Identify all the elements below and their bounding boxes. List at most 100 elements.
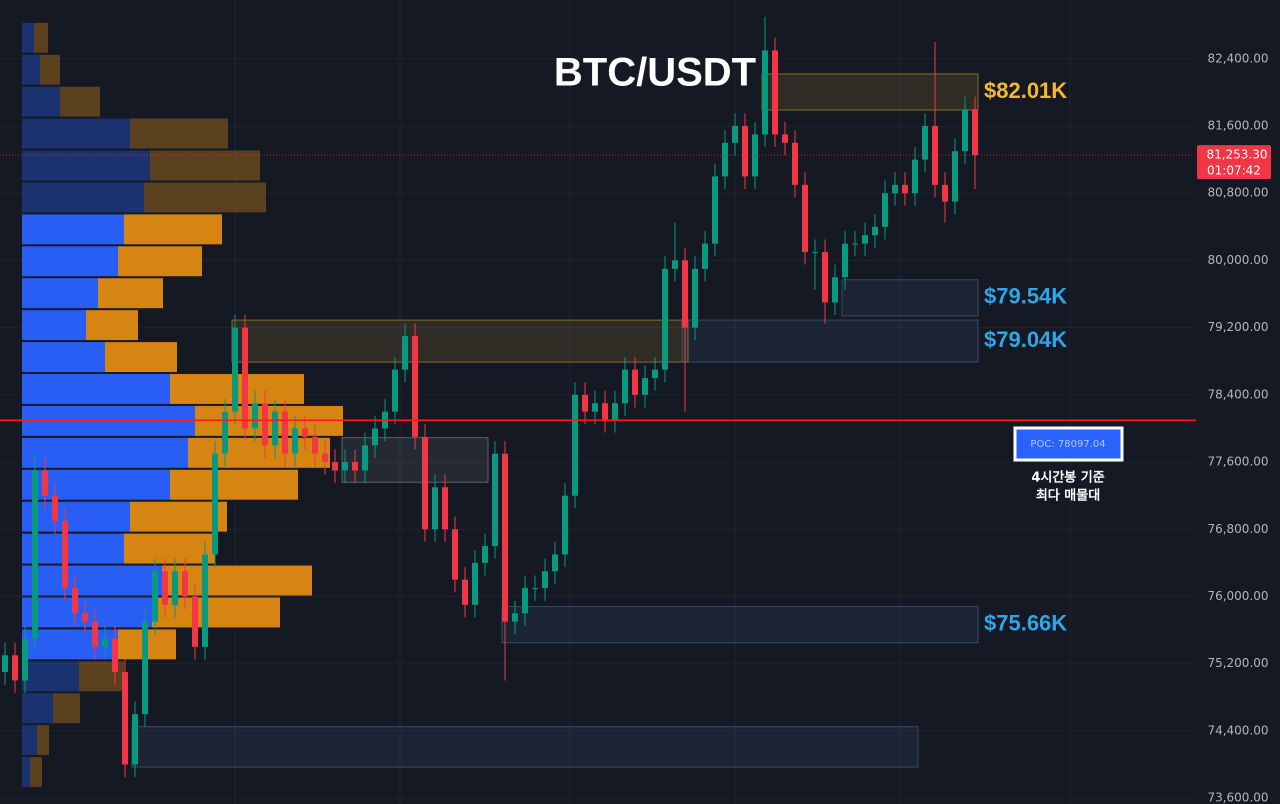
candle-body — [122, 672, 128, 765]
candle-body — [412, 336, 418, 437]
candle-body — [32, 470, 38, 639]
candle-body — [882, 193, 888, 227]
candle-body — [502, 453, 508, 622]
zone-label: $79.54K — [984, 284, 1067, 309]
candle-body — [392, 369, 398, 412]
profile-sell — [60, 86, 100, 117]
candle-body — [852, 243, 858, 245]
candle-body — [642, 378, 648, 395]
y-tick-label: 76,800.00 — [1207, 522, 1268, 536]
candle-body — [862, 235, 868, 244]
candle-body — [622, 369, 628, 404]
candle-body — [912, 159, 918, 194]
zone-label: $79.04K — [984, 327, 1067, 352]
candle-body — [482, 546, 488, 563]
profile-buy — [22, 310, 86, 341]
candle-body — [132, 714, 138, 765]
candle-body — [632, 369, 638, 395]
candle-body — [612, 403, 618, 421]
poc-label: POC: 78097.04 — [1030, 439, 1105, 450]
candle-body — [842, 243, 848, 278]
profile-sell — [30, 757, 42, 788]
candle-body — [442, 487, 448, 530]
candle-body — [662, 268, 668, 370]
candle-body — [332, 462, 338, 471]
profile-buy — [22, 342, 105, 373]
annotation: 최다 매물대 — [1036, 488, 1100, 504]
profile-sell — [118, 246, 202, 277]
candle-body — [452, 529, 458, 580]
candle-body — [112, 638, 118, 673]
candle-body — [322, 453, 328, 463]
profile-sell — [37, 725, 49, 756]
profile-sell — [170, 469, 298, 500]
candle-body — [532, 588, 538, 590]
y-tick-label: 81,600.00 — [1207, 119, 1268, 133]
candle-body — [932, 126, 938, 185]
profile-buy — [22, 501, 130, 532]
candle-body — [282, 411, 288, 454]
profile-sell — [34, 22, 48, 53]
profile-sell — [98, 278, 163, 309]
candle-body — [782, 134, 788, 143]
candle-body — [972, 109, 978, 156]
profile-buy — [22, 437, 188, 468]
zone — [231, 319, 689, 363]
candle-body — [512, 613, 518, 622]
profile-sell — [144, 182, 266, 213]
candle-body — [712, 176, 718, 244]
candle-body — [342, 462, 348, 471]
candle-body — [812, 252, 818, 254]
zone — [761, 73, 979, 111]
candle-body — [162, 571, 168, 605]
y-tick-label: 80,000.00 — [1207, 253, 1268, 267]
candle-body — [472, 562, 478, 605]
candle-body — [262, 403, 268, 446]
candle-body — [252, 403, 258, 429]
profile-sell — [40, 54, 60, 85]
candle-body — [352, 462, 358, 471]
profile-buy — [22, 661, 79, 692]
y-tick-label: 76,000.00 — [1207, 589, 1268, 603]
candle-body — [792, 142, 798, 185]
candle-body — [602, 403, 608, 421]
candle-body — [902, 184, 908, 194]
profile-buy — [22, 565, 162, 596]
profile-buy — [22, 757, 30, 788]
candle-body — [362, 445, 368, 471]
candle-body — [592, 403, 598, 412]
candle-body — [572, 394, 578, 496]
profile-sell — [53, 693, 80, 724]
candle-body — [402, 336, 408, 370]
candle-body — [52, 495, 58, 521]
candle-body — [272, 411, 278, 446]
y-tick-label: 78,400.00 — [1207, 387, 1268, 401]
poc-box — [1013, 426, 1124, 462]
candle-body — [702, 243, 708, 269]
candle-body — [872, 226, 878, 236]
zone — [131, 726, 919, 768]
y-tick-label: 75,200.00 — [1207, 656, 1268, 670]
candle-body — [222, 411, 228, 454]
candle-body — [62, 520, 68, 589]
candle-body — [582, 394, 588, 412]
candle-body — [82, 613, 88, 622]
profile-sell — [152, 597, 280, 628]
candle-body — [522, 588, 528, 614]
profile-buy — [22, 182, 144, 213]
profile-buy — [22, 54, 40, 85]
candle-body — [822, 252, 828, 303]
candle-body — [762, 50, 768, 135]
profile-buy — [22, 86, 60, 117]
candle-body — [242, 327, 248, 429]
candle-body — [892, 184, 898, 194]
zone — [681, 319, 979, 363]
profile-buy — [22, 214, 124, 245]
y-tick-label: 77,600.00 — [1207, 455, 1268, 469]
candle-body — [312, 436, 318, 454]
candle-body — [752, 134, 758, 177]
candle-body — [422, 436, 428, 530]
candle-body — [202, 554, 208, 647]
candle-body — [672, 260, 678, 269]
